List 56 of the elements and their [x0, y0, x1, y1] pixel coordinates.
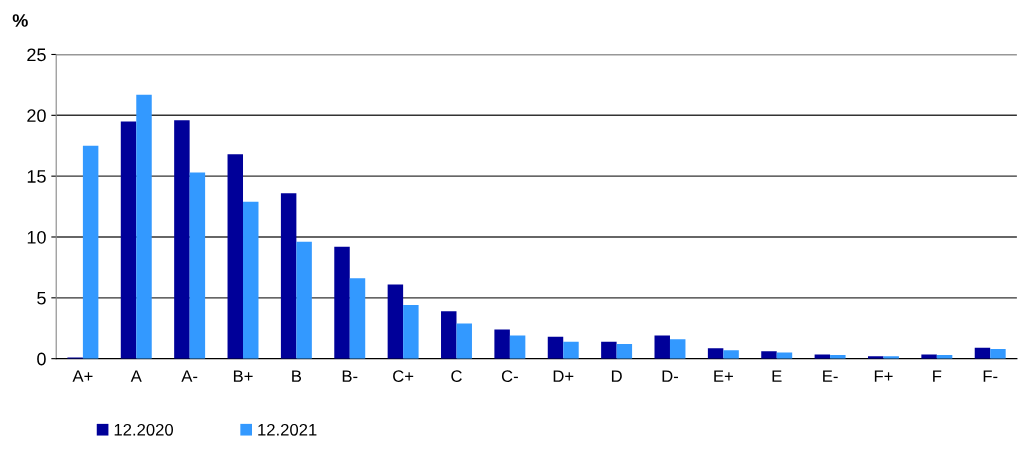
bar [174, 120, 190, 359]
bar [509, 335, 526, 359]
bar [707, 348, 724, 359]
y-axis-title: % [12, 14, 28, 27]
bar [227, 154, 244, 359]
x-tick-label: E- [823, 370, 838, 382]
bar [601, 341, 617, 359]
x-tick-label: D [611, 370, 622, 382]
x-tick-label: F- [983, 370, 998, 382]
y-tick-label: 25 [27, 48, 46, 62]
bar [456, 323, 472, 359]
bar [616, 344, 633, 359]
bar [349, 278, 366, 359]
x-tick-label: C [451, 370, 462, 383]
bar [189, 172, 206, 359]
x-tick-label: D+ [553, 370, 574, 382]
bar [494, 329, 510, 359]
y-tick-label: 10 [27, 230, 46, 244]
y-tick-label: 5 [37, 291, 46, 305]
x-tick-label: A [130, 370, 142, 382]
bar [136, 94, 152, 359]
x-tick-label: B [292, 370, 302, 382]
bar [243, 201, 259, 359]
bar [82, 145, 99, 359]
bar [547, 336, 564, 359]
y-tick-label: 20 [27, 109, 46, 123]
legend-label: 12.2021 [258, 423, 317, 436]
bar [921, 354, 937, 359]
x-tick-label: B- [342, 370, 358, 382]
x-tick-label: D- [662, 370, 679, 382]
bar [990, 348, 1006, 359]
y-tick-label: 15 [27, 170, 46, 183]
x-tick-label: C- [501, 370, 518, 383]
x-tick-label: C+ [393, 370, 414, 383]
bar [280, 193, 297, 359]
bar [669, 339, 686, 359]
x-tick-label: A+ [72, 370, 93, 382]
x-tick-label: A- [181, 370, 198, 382]
x-tick-label: F [933, 370, 942, 382]
x-tick-label: E+ [714, 370, 733, 382]
bar [563, 341, 579, 359]
x-tick-label: F+ [874, 370, 893, 382]
bar [403, 305, 419, 359]
bar [120, 121, 137, 359]
bar [814, 354, 831, 359]
x-tick-label: B+ [233, 370, 253, 382]
y-tick-label: 0 [37, 352, 46, 366]
bar [296, 241, 312, 359]
bar [441, 311, 457, 359]
legend-label: 12.2020 [114, 423, 174, 436]
x-tick-label: E [772, 370, 782, 382]
bar [761, 351, 777, 359]
bar [334, 246, 350, 359]
bar [387, 284, 404, 359]
bar [654, 335, 670, 359]
bar [723, 350, 739, 359]
